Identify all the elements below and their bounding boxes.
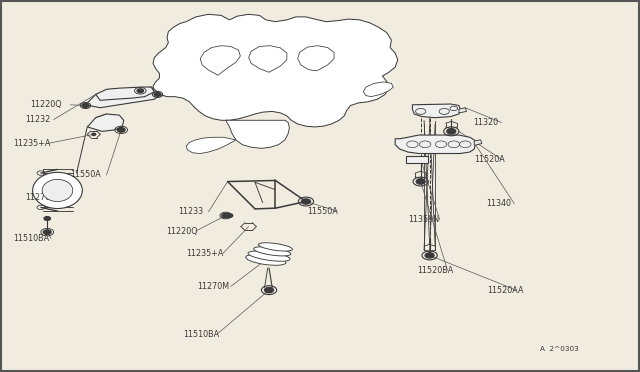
Ellipse shape: [259, 243, 292, 251]
Circle shape: [222, 213, 230, 218]
Circle shape: [44, 217, 51, 220]
Text: 11510BA: 11510BA: [13, 234, 49, 243]
Ellipse shape: [42, 179, 73, 202]
Polygon shape: [153, 14, 397, 127]
Polygon shape: [88, 114, 124, 131]
Circle shape: [137, 89, 143, 93]
Text: A  2^0303: A 2^0303: [540, 346, 579, 352]
Polygon shape: [86, 87, 161, 108]
Circle shape: [83, 104, 89, 108]
Text: 11235+A: 11235+A: [13, 139, 50, 148]
Text: 11359N: 11359N: [408, 215, 439, 224]
Text: 11220Q: 11220Q: [30, 100, 61, 109]
Polygon shape: [459, 108, 467, 113]
Text: 11220Q: 11220Q: [166, 227, 197, 235]
Ellipse shape: [246, 254, 286, 265]
Polygon shape: [298, 46, 334, 71]
Text: 11320: 11320: [473, 118, 498, 127]
Polygon shape: [364, 82, 394, 97]
Text: 11235+A: 11235+A: [186, 249, 223, 258]
Text: 11340: 11340: [486, 199, 511, 208]
Text: 11520A: 11520A: [474, 155, 505, 164]
Circle shape: [447, 129, 456, 134]
Polygon shape: [248, 46, 287, 72]
Text: 11550A: 11550A: [70, 170, 101, 179]
Polygon shape: [412, 104, 460, 118]
Polygon shape: [96, 87, 154, 100]
Circle shape: [416, 179, 425, 184]
Text: 11550A: 11550A: [307, 206, 338, 216]
Ellipse shape: [33, 172, 83, 209]
Text: 11520BA: 11520BA: [417, 266, 453, 275]
Text: 11510BA: 11510BA: [183, 330, 219, 339]
Circle shape: [301, 199, 310, 204]
Polygon shape: [395, 135, 476, 154]
Ellipse shape: [248, 251, 290, 261]
Polygon shape: [226, 120, 289, 148]
Circle shape: [227, 214, 233, 217]
Polygon shape: [200, 46, 241, 75]
Text: 11232: 11232: [26, 115, 51, 124]
Polygon shape: [186, 137, 236, 154]
Circle shape: [154, 93, 161, 96]
Text: 11270M: 11270M: [198, 282, 230, 291]
Polygon shape: [406, 157, 428, 163]
Circle shape: [44, 230, 51, 234]
Circle shape: [117, 128, 125, 132]
Ellipse shape: [253, 247, 291, 256]
Circle shape: [264, 288, 273, 293]
Polygon shape: [474, 140, 482, 145]
Circle shape: [92, 133, 96, 135]
Text: 11520AA: 11520AA: [487, 286, 524, 295]
Text: 11233: 11233: [179, 207, 204, 217]
Text: 11270M: 11270M: [26, 193, 58, 202]
Circle shape: [425, 253, 434, 258]
